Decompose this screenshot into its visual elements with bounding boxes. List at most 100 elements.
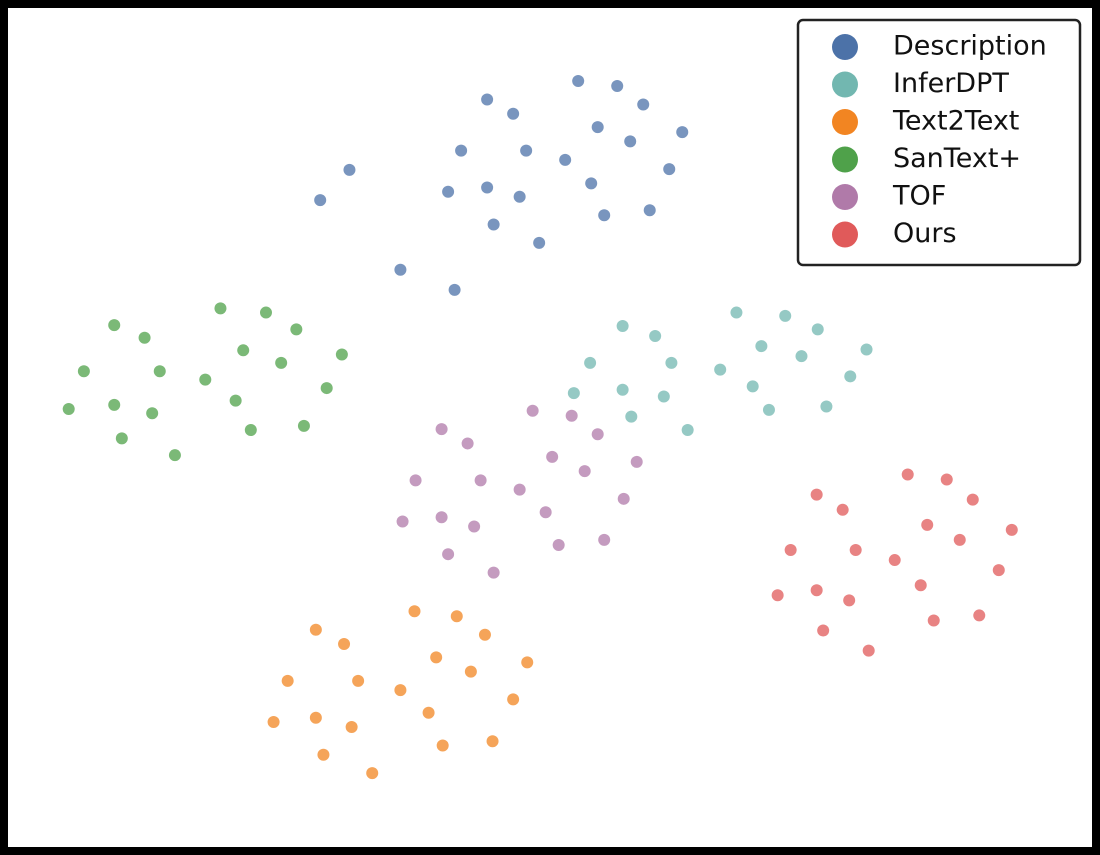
point (408, 605, 421, 618)
point (214, 302, 227, 315)
point (146, 407, 159, 420)
point (616, 383, 629, 396)
point (584, 356, 597, 369)
point (394, 263, 407, 276)
point (849, 543, 862, 556)
point (317, 748, 330, 761)
point (992, 564, 1005, 577)
point (572, 74, 585, 87)
point (973, 609, 986, 622)
point (199, 373, 212, 386)
point (507, 107, 520, 120)
point (487, 218, 500, 231)
point (625, 410, 638, 423)
point (681, 424, 694, 437)
point (598, 533, 611, 546)
point (921, 518, 934, 531)
point (450, 610, 463, 623)
point (539, 506, 552, 519)
point (755, 340, 768, 353)
point (843, 594, 856, 607)
point (309, 711, 322, 724)
point (714, 363, 727, 376)
point (267, 715, 280, 728)
legend-label: SanText+ (893, 143, 1021, 174)
point (309, 623, 322, 636)
point (643, 204, 656, 217)
point (153, 365, 166, 378)
point (474, 474, 487, 487)
point (771, 589, 784, 602)
point (338, 637, 351, 650)
point (630, 455, 643, 468)
point (578, 465, 591, 478)
point (637, 98, 650, 111)
legend-marker (832, 221, 858, 248)
point (567, 387, 580, 400)
point (435, 423, 448, 436)
point (366, 767, 379, 780)
point (345, 721, 358, 734)
points (62, 74, 1018, 780)
point (513, 190, 526, 203)
point (486, 735, 499, 748)
point (663, 163, 676, 176)
point (940, 473, 953, 486)
legend-label: InferDPT (893, 68, 1009, 99)
point (844, 370, 857, 383)
point (888, 554, 901, 567)
point (598, 209, 611, 222)
legend-label: Ours (893, 218, 957, 249)
point (820, 400, 833, 413)
point (62, 403, 75, 416)
legend-label: Text2Text (892, 106, 1019, 137)
legend-marker (832, 109, 858, 135)
point (314, 194, 327, 207)
point (862, 644, 875, 657)
legend-marker (832, 146, 858, 173)
point (526, 404, 539, 417)
legend-label: TOF (892, 181, 946, 212)
point (817, 624, 830, 637)
point (836, 503, 849, 516)
point (442, 548, 455, 561)
point (507, 693, 520, 706)
legend-box (796, 18, 1082, 267)
point (352, 674, 365, 687)
point (422, 706, 435, 719)
point (478, 628, 491, 641)
point (409, 474, 422, 487)
legend: Description InferDPT Text2Text SanText+ TOF O… (796, 18, 1082, 267)
point (860, 343, 873, 356)
point (624, 135, 637, 148)
point (611, 80, 624, 93)
point (108, 319, 121, 332)
point (396, 515, 409, 528)
point (237, 344, 250, 357)
point (468, 520, 481, 533)
point (115, 432, 128, 445)
point (461, 437, 474, 450)
point (784, 543, 797, 556)
point (617, 492, 630, 505)
point (762, 403, 775, 416)
point (585, 177, 598, 190)
point (138, 331, 151, 344)
point (552, 538, 565, 551)
point (914, 579, 927, 592)
point (665, 356, 678, 369)
point (108, 398, 121, 411)
point (464, 665, 477, 678)
point (811, 323, 824, 336)
point (77, 365, 90, 378)
point (779, 309, 792, 322)
point (591, 121, 604, 134)
point (649, 330, 662, 343)
point (591, 428, 604, 441)
point (513, 483, 526, 496)
point (281, 674, 294, 687)
legend-marker (832, 71, 858, 98)
point (430, 651, 443, 664)
